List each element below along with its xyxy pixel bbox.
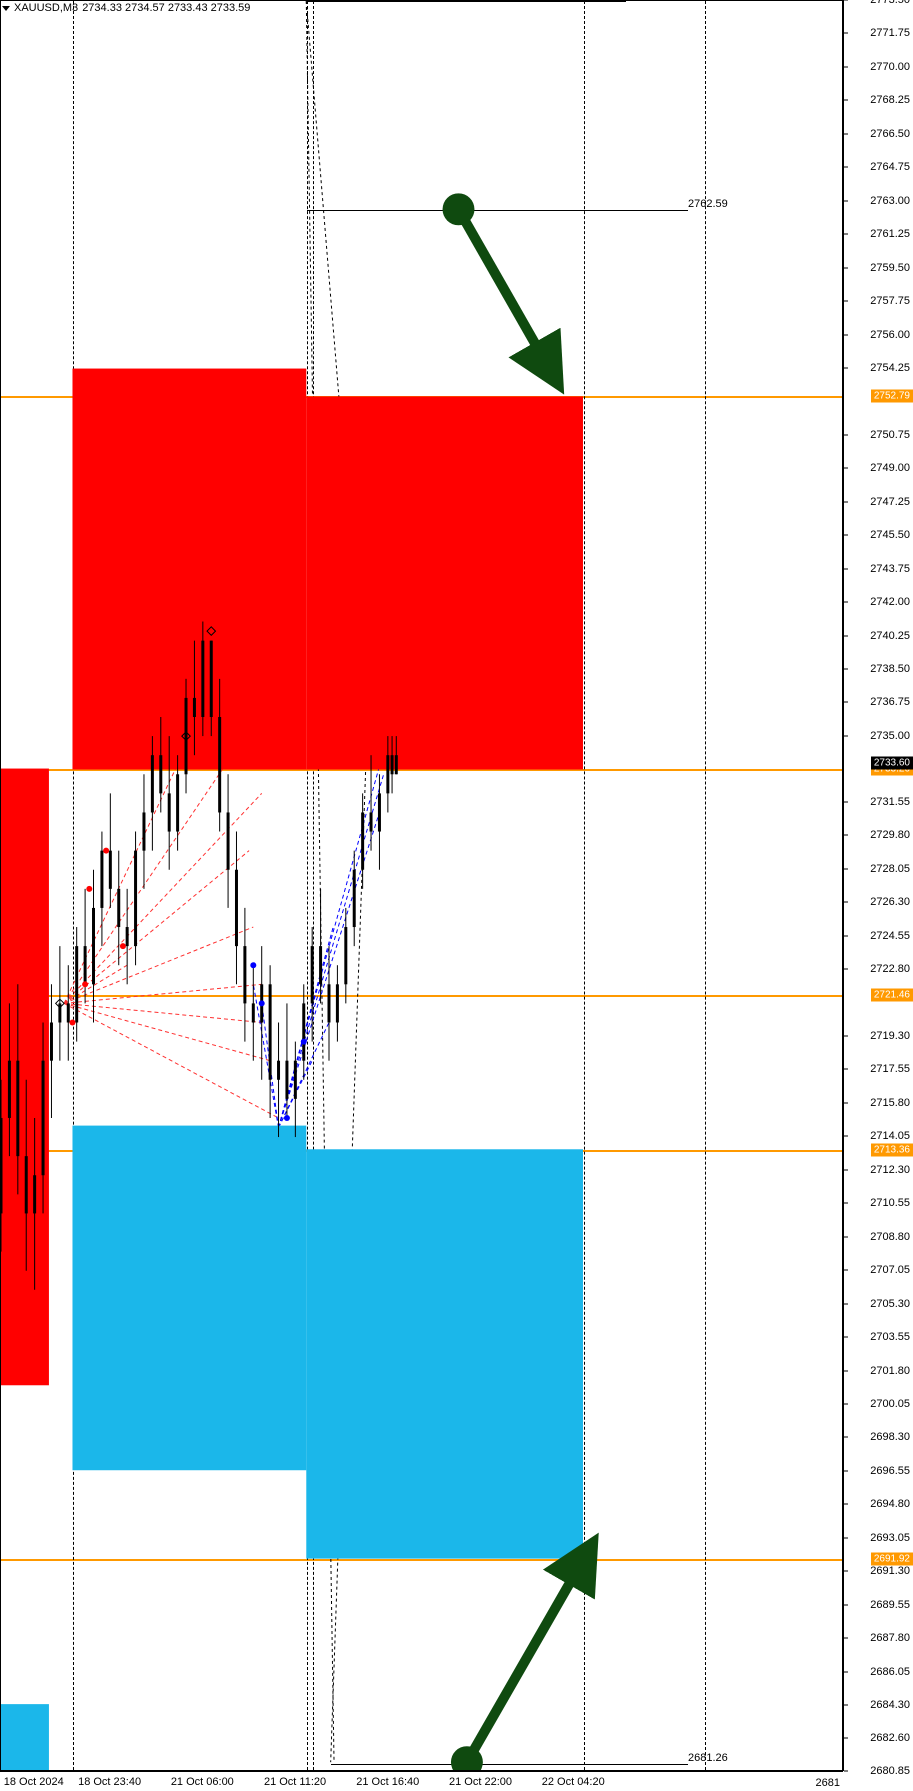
y-tick-label: 2726.30	[870, 896, 910, 908]
y-tick-label: 2682.60	[870, 1732, 910, 1744]
y-tick-label: 2728.05	[870, 863, 910, 875]
x-tick-label: 21 Oct 06:00	[171, 1776, 234, 1788]
x-axis: 2681 18 Oct 2024 18 Oct 23:40 21 Oct 06:00…	[0, 1771, 843, 1791]
y-tick-label: 2708.80	[870, 1231, 910, 1243]
y-tick-label: 2735.00	[870, 730, 910, 742]
y-tick-label: 2770.00	[870, 61, 910, 73]
y-tick-label: 2701.80	[870, 1365, 910, 1377]
y-tick-label: 2686.05	[870, 1666, 910, 1678]
y-tick-label: 2738.50	[870, 663, 910, 675]
price-badge: 2713.36	[871, 1143, 913, 1156]
y-tick-label: 2756.00	[870, 329, 910, 341]
y-tick-label: 2742.00	[870, 596, 910, 608]
y-tick-label: 2687.80	[870, 1632, 910, 1644]
y-tick-label: 2749.00	[870, 462, 910, 474]
y-tick-label: 2689.55	[870, 1599, 910, 1611]
y-tick-label: 2764.75	[870, 161, 910, 173]
y-tick-label: 2759.50	[870, 262, 910, 274]
corner-label: 2681	[816, 1777, 840, 1789]
y-tick-label: 2761.25	[870, 228, 910, 240]
y-tick-label: 2707.05	[870, 1264, 910, 1276]
y-tick-label: 2680.85	[870, 1765, 910, 1777]
x-tick-label: 22 Oct 04:20	[542, 1776, 605, 1788]
arrow-down-origin	[443, 193, 475, 225]
y-tick-label: 2763.00	[870, 195, 910, 207]
y-tick-label: 2724.55	[870, 930, 910, 942]
current-price-badge: 2733.60	[871, 756, 913, 769]
arrows-layer	[1, 1, 842, 1770]
arrow-down	[459, 209, 550, 368]
y-tick-label: 2754.25	[870, 362, 910, 374]
y-tick-label: 2703.55	[870, 1331, 910, 1343]
y-tick-label: 2719.30	[870, 1030, 910, 1042]
y-tick-label: 2715.80	[870, 1097, 910, 1109]
y-tick-label: 2705.30	[870, 1298, 910, 1310]
y-tick-label: 2691.30	[870, 1565, 910, 1577]
y-tick-label: 2729.80	[870, 829, 910, 841]
y-tick-label: 2694.80	[870, 1498, 910, 1510]
y-tick-label: 2773.50	[870, 0, 910, 6]
y-axis: 2773.50 2771.75 2770.00 2768.25 2766.50 2764.…	[843, 0, 913, 1771]
y-tick-label: 2743.75	[870, 563, 910, 575]
price-badge: 2752.79	[871, 389, 913, 402]
y-tick-label: 2771.75	[870, 27, 910, 39]
y-tick-label: 2747.25	[870, 496, 910, 508]
x-tick-label: 21 Oct 11:20	[264, 1776, 326, 1788]
symbol-label: XAUUSD,M3	[14, 2, 78, 14]
y-tick-label: 2731.55	[870, 796, 910, 808]
y-tick-label: 2696.55	[870, 1465, 910, 1477]
y-tick-label: 2750.75	[870, 429, 910, 441]
x-tick-label: 18 Oct 23:40	[78, 1776, 141, 1788]
y-tick-label: 2717.55	[870, 1063, 910, 1075]
price-badge: 2721.46	[871, 988, 913, 1001]
y-tick-label: 2684.30	[870, 1699, 910, 1711]
y-tick-label: 2745.50	[870, 529, 910, 541]
y-tick-label: 2712.30	[870, 1164, 910, 1176]
chart-header: XAUUSD,M3 2734.33 2734.57 2733.43 2733.5…	[2, 2, 250, 14]
y-tick-label: 2757.75	[870, 295, 910, 307]
y-tick-label: 2714.05	[870, 1130, 910, 1142]
dropdown-icon[interactable]	[2, 6, 10, 11]
chart-area[interactable]: 2762.592681.26	[0, 0, 843, 1771]
y-tick-label: 2698.30	[870, 1431, 910, 1443]
y-tick-label: 2740.25	[870, 630, 910, 642]
x-tick-label: 21 Oct 22:00	[449, 1776, 512, 1788]
x-tick-label: 21 Oct 16:40	[356, 1776, 419, 1788]
y-tick-label: 2693.05	[870, 1532, 910, 1544]
y-tick-label: 2722.80	[870, 963, 910, 975]
ohlc-values: 2734.33 2734.57 2733.43 2733.59	[82, 2, 250, 14]
y-tick-label: 2736.75	[870, 696, 910, 708]
y-tick-label: 2700.05	[870, 1398, 910, 1410]
y-tick-label: 2710.55	[870, 1197, 910, 1209]
y-tick-label: 2766.50	[870, 128, 910, 140]
price-badge: 2691.92	[871, 1553, 913, 1566]
y-tick-label: 2768.25	[870, 94, 910, 106]
arrow-up	[467, 1559, 584, 1763]
x-tick-label: 18 Oct 2024	[4, 1776, 64, 1788]
